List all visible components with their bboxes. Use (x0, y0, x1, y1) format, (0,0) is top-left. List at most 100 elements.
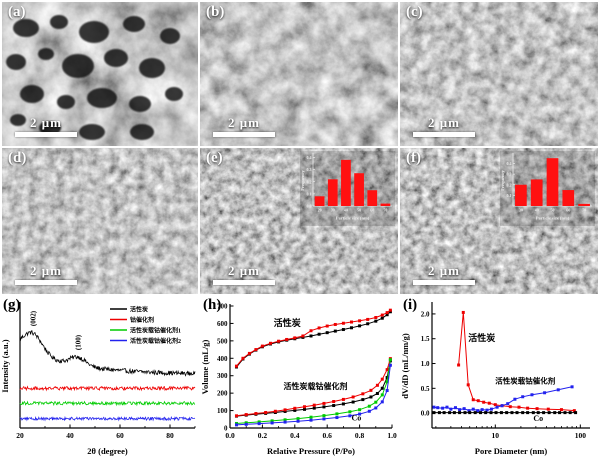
panel-label-a: (a) (8, 4, 26, 20)
sem-texture-a (2, 2, 198, 146)
xrd-chart-panel: (g) 20 40 60 80 2θ (degree) Intensity (a.u.) 活… (0, 296, 200, 458)
svg-text:0.4: 0.4 (507, 161, 512, 166)
panel-label-d: (d) (8, 150, 27, 166)
svg-text:30: 30 (331, 208, 335, 213)
svg-text:Co: Co (533, 414, 543, 423)
svg-text:60: 60 (370, 208, 374, 213)
svg-text:Co: Co (352, 414, 362, 423)
svg-text:0.4: 0.4 (290, 431, 300, 440)
scale-bar-b: 2 μm (213, 115, 275, 137)
sem-texture-e (200, 148, 398, 294)
scale-bar-line (213, 132, 275, 137)
svg-text:80: 80 (166, 431, 174, 440)
svg-text:30: 30 (519, 208, 523, 213)
scale-bar-text: 2 μm (428, 263, 460, 278)
svg-text:10: 10 (492, 431, 500, 440)
svg-text:0.5: 0.5 (421, 385, 430, 393)
svg-text:0.1: 0.1 (507, 193, 512, 198)
sem-texture-f (400, 148, 598, 294)
svg-text:0.3: 0.3 (507, 172, 512, 177)
isotherm-plot: 0.0 0.2 0.4 0.6 0.8 1.0 0 100 200 300 400 500 600 700… (200, 303, 397, 457)
svg-text:活性炭: 活性炭 (468, 332, 495, 343)
svg-text:100: 100 (217, 407, 228, 415)
svg-text:活性炭: 活性炭 (130, 306, 148, 314)
svg-text:0.2: 0.2 (258, 431, 268, 440)
svg-text:0.2: 0.2 (507, 182, 512, 187)
svg-text:活性炭: 活性炭 (274, 317, 301, 328)
particle-size-inset-f: 0.1 0.2 0.3 0.4 30 40 50 60 70 Particle size (nm)… (500, 151, 595, 226)
svg-text:Volume (mL/g): Volume (mL/g) (200, 339, 210, 394)
scale-bar-e: 2 μm (213, 263, 275, 285)
svg-text:0.0: 0.0 (307, 204, 312, 209)
svg-text:700: 700 (217, 303, 228, 311)
svg-text:0: 0 (224, 425, 228, 433)
panel-label-g: (g) (3, 297, 21, 313)
svg-text:70: 70 (383, 208, 387, 213)
svg-text:200: 200 (217, 390, 228, 398)
pore-distribution-plot: 10 100 0.0 0.5 1.0 1.5 2.0 Pore Diameter (nm) dV… (400, 302, 590, 456)
particle-size-inset-e: 0.0 0.1 0.2 0.3 0.4 20 30 40 50 60 70 Particle size… (300, 151, 395, 226)
sem-texture-c (400, 2, 598, 146)
svg-text:Frequency: Frequency (300, 170, 305, 191)
sem-texture-d (2, 148, 198, 294)
svg-text:20: 20 (16, 431, 24, 440)
scale-bar-text: 2 μm (428, 115, 460, 130)
svg-text:400: 400 (217, 355, 228, 363)
sem-panel-b: (b) 2 μm (200, 2, 398, 146)
particle-size-histogram-f: 0.1 0.2 0.3 0.4 30 40 50 60 70 Particle size (nm)… (500, 153, 592, 221)
pores-overlay (6, 15, 183, 140)
svg-text:40: 40 (66, 431, 74, 440)
svg-text:dV/dD (mL/nm/g): dV/dD (mL/nm/g) (400, 333, 410, 399)
scale-bar-f: 2 μm (413, 263, 475, 285)
sem-panel-f: 0.1 0.2 0.3 0.4 30 40 50 60 70 Particle size (nm)… (400, 148, 598, 294)
panel-label-c: (c) (406, 4, 423, 20)
svg-text:500: 500 (217, 337, 228, 345)
svg-text:1.0: 1.0 (421, 360, 430, 368)
svg-text:Particle size (nm): Particle size (nm) (336, 216, 370, 221)
svg-text:60: 60 (566, 208, 570, 213)
svg-text:0.4: 0.4 (307, 155, 312, 160)
svg-text:活性炭载钴催化剂2: 活性炭载钴催化剂2 (130, 337, 181, 345)
svg-text:(100): (100) (75, 334, 83, 350)
svg-text:(002): (002) (30, 310, 38, 326)
svg-text:50: 50 (551, 208, 555, 213)
svg-text:Frequency: Frequency (500, 170, 505, 191)
svg-text:0.2: 0.2 (307, 179, 312, 184)
svg-text:Relative Pressure (P/Po): Relative Pressure (P/Po) (267, 446, 355, 456)
svg-text:活性炭载钴催化剂: 活性炭载钴催化剂 (283, 381, 347, 391)
svg-text:1.5: 1.5 (421, 335, 430, 343)
panel-label-b: (b) (206, 4, 225, 20)
svg-text:0.8: 0.8 (355, 431, 365, 440)
svg-text:40: 40 (535, 208, 539, 213)
xrd-plot: 20 40 60 80 2θ (degree) Intensity (a.u.) 活性炭钴催… (0, 302, 196, 456)
svg-text:2θ (degree): 2θ (degree) (87, 446, 128, 456)
svg-text:Intensity (a.u.): Intensity (a.u.) (0, 339, 10, 392)
scale-bar-line (15, 280, 77, 285)
panel-label-i: (i) (403, 297, 418, 313)
svg-text:40: 40 (344, 208, 348, 213)
panel-label-h: (h) (203, 297, 222, 313)
scale-bar-a: 2 μm (15, 115, 77, 137)
sem-panel-a: (a) 2 μm (2, 2, 198, 146)
sem-panel-d: (d) 2 μm (2, 148, 198, 294)
panel-label-e: (e) (206, 150, 223, 166)
svg-text:0.0: 0.0 (225, 431, 235, 440)
scale-bar-line (213, 280, 275, 285)
scale-bar-c: 2 μm (413, 115, 475, 137)
svg-text:50: 50 (357, 208, 361, 213)
particle-size-histogram-e: 0.0 0.1 0.2 0.3 0.4 20 30 40 50 60 70 Particle size… (300, 153, 392, 221)
svg-text:1.0: 1.0 (387, 431, 397, 440)
svg-text:60: 60 (116, 431, 124, 440)
svg-text:0.1: 0.1 (307, 191, 312, 196)
sem-panel-c: (c) 2 μm (400, 2, 598, 146)
svg-text:Pore Diameter (nm): Pore Diameter (nm) (475, 446, 548, 456)
svg-text:活性炭载钴催化剂: 活性炭载钴催化剂 (495, 375, 555, 385)
svg-text:0.6: 0.6 (323, 431, 333, 440)
scale-bar-line (15, 132, 77, 137)
svg-text:钴催化剂: 钴催化剂 (130, 316, 154, 324)
svg-text:70: 70 (582, 208, 586, 213)
scale-bar-text: 2 μm (30, 263, 62, 278)
svg-text:100: 100 (575, 431, 587, 440)
svg-text:20: 20 (318, 208, 322, 213)
